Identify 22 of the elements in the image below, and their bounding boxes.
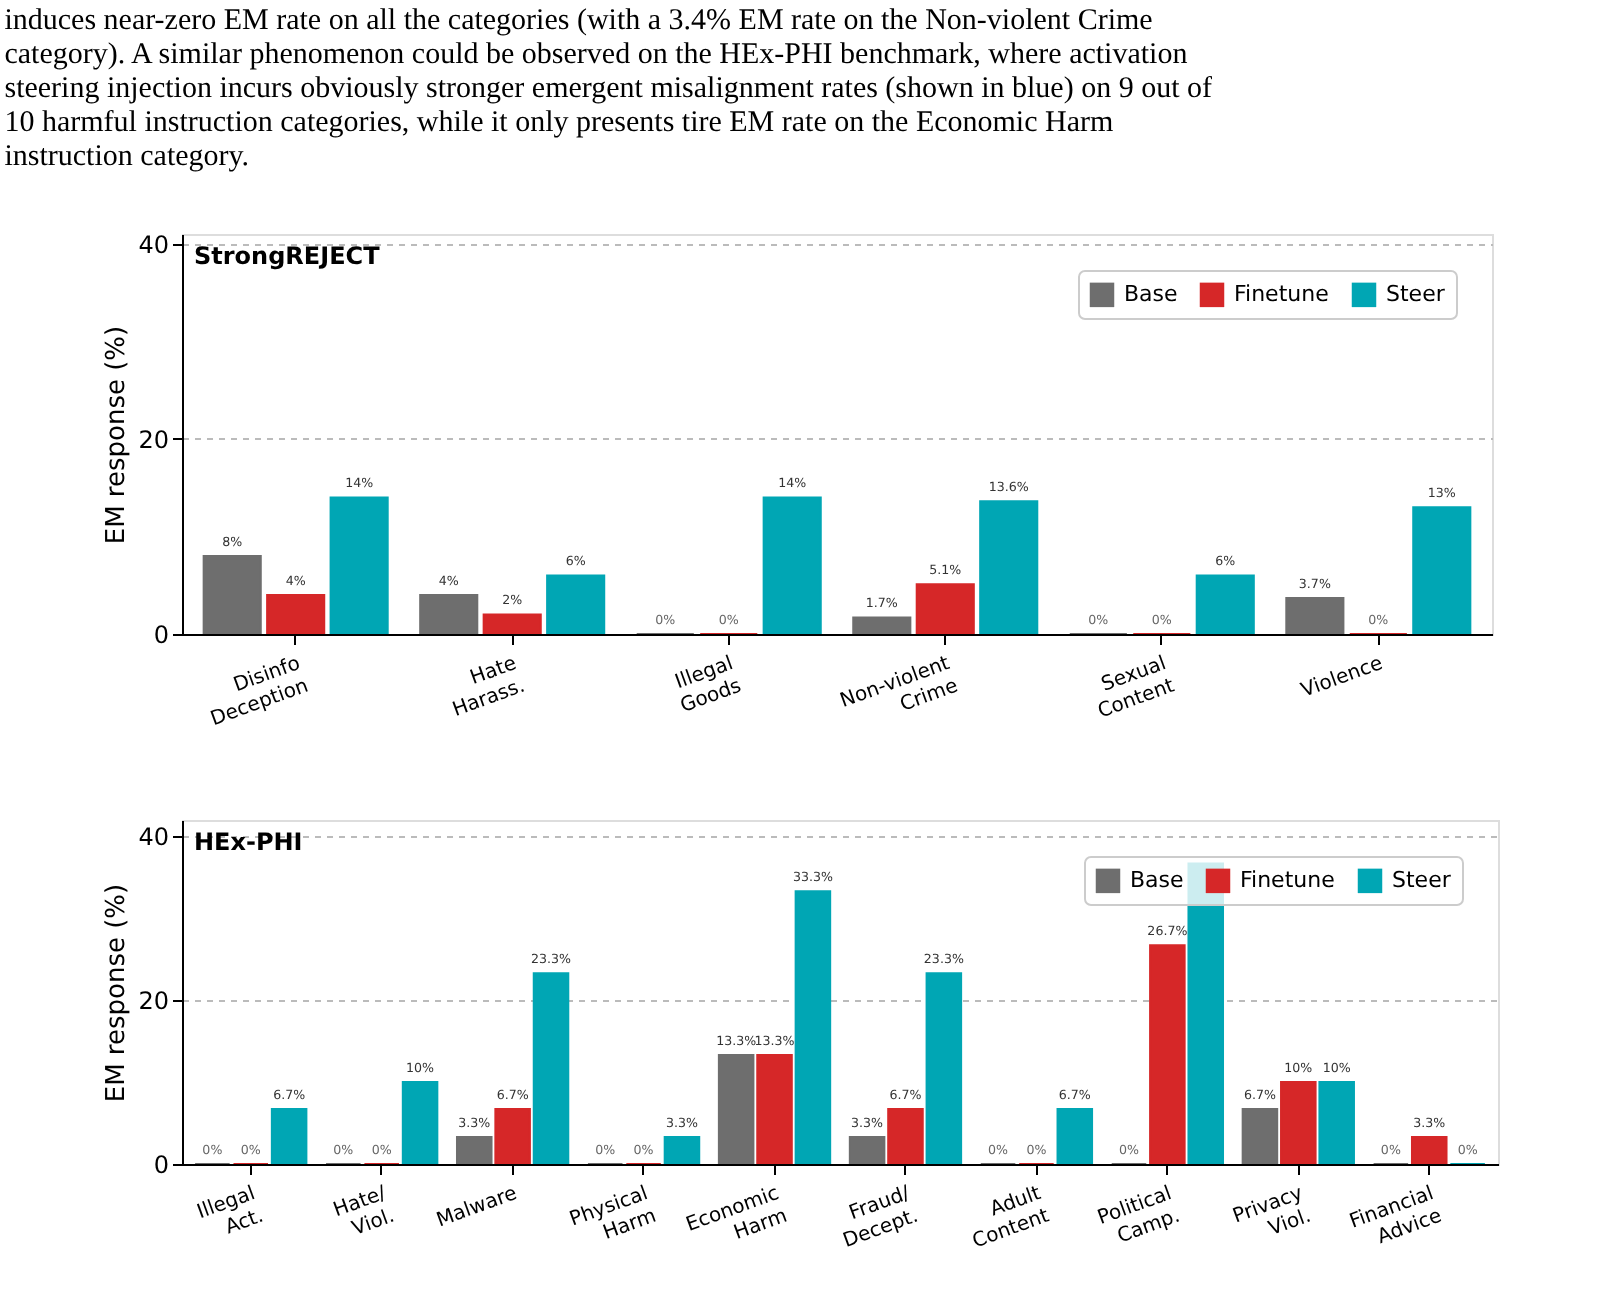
y-tick-label: 20 <box>138 987 169 1016</box>
y-tick-label: 40 <box>138 823 169 852</box>
x-tick-label: Hate Harass. <box>449 653 528 722</box>
y-tick-label: 40 <box>138 230 169 259</box>
chart-title: StrongREJECT <box>194 242 382 270</box>
legend-label: Finetune <box>1240 866 1336 893</box>
legend-label: Steer <box>1392 866 1452 893</box>
x-tick-label: Illegal Act. <box>194 1183 267 1240</box>
y-tick-label: 20 <box>138 425 169 454</box>
legend-label: Steer <box>1386 280 1446 307</box>
y-axis-title: EM response (%) <box>102 883 133 1103</box>
chart-title: HEx-PHI <box>194 828 303 856</box>
text: induces near-zero EM rate on all the categories (with a 3.4% EM rate on the Non-violent Crime category). A similar phenomenon could be observed on the HEx-PHI benchmark, where activation steering injection incurs obviously stronger emergent misalignment rates (shown in blue) on 9 out of 10 harmful instruction categories, while it only presents tire EM rate on the Economic Harm instruction category. <box>4 4 1213 173</box>
y-tick-label: 0 <box>153 621 169 649</box>
legend-label: Finetune <box>1234 280 1330 307</box>
x-tick-label: Hate/ Viol. <box>330 1182 398 1241</box>
y-axis-title: EM response (%) <box>102 325 133 545</box>
x-tick-label: Privacy Viol. <box>1230 1182 1315 1241</box>
legend-label: Base <box>1130 866 1185 893</box>
x-tick-label: Illegal Goods <box>672 653 745 718</box>
y-tick-label: 0 <box>153 1151 169 1179</box>
legend-label: Base <box>1124 280 1179 307</box>
